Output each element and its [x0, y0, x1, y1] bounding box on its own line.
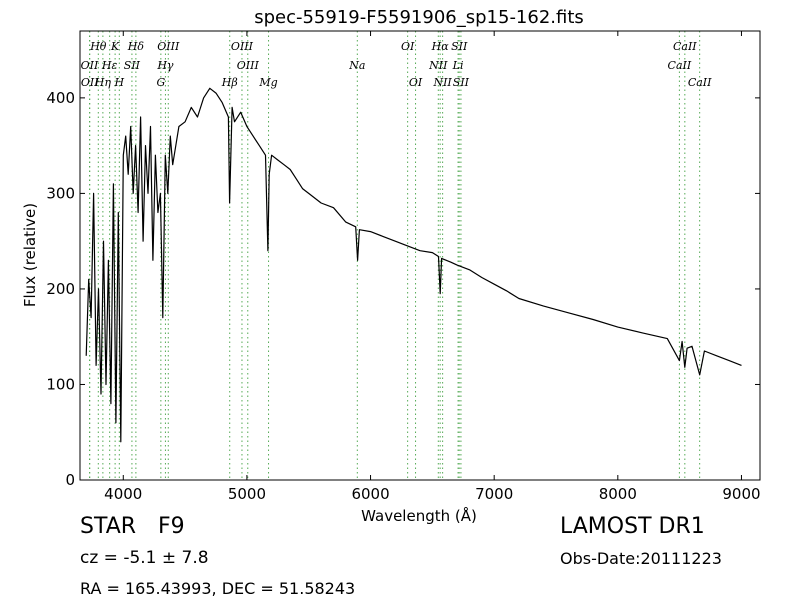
plot-area — [80, 31, 760, 480]
ra-dec-readout: RA = 165.43993, DEC = 51.58243 — [80, 579, 356, 598]
subclass-label: F9 — [158, 514, 185, 539]
line-label: Hθ — [89, 40, 107, 53]
x-tick-label: 7000 — [475, 485, 513, 503]
line-label: Hγ — [156, 59, 174, 72]
line-label: Hε — [101, 59, 118, 72]
x-tick-label: 4000 — [104, 485, 142, 503]
y-axis-label: Flux (relative) — [21, 203, 39, 307]
x-tick-label: 9000 — [722, 485, 760, 503]
x-tick-label: 8000 — [599, 485, 637, 503]
y-tick-label: 400 — [46, 89, 75, 107]
spectrum-line — [85, 87, 742, 443]
class-label: STAR — [80, 514, 137, 539]
line-label: NII — [432, 76, 452, 89]
line-label: NII — [428, 59, 448, 72]
line-label: K — [110, 40, 120, 53]
obs-date: Obs-Date:20111223 — [560, 549, 722, 568]
line-label: Hα — [431, 40, 450, 53]
line-label: Li — [452, 59, 464, 72]
y-tick-label: 300 — [46, 184, 75, 202]
y-tick-label: 200 — [46, 280, 75, 298]
line-label: Hη — [94, 76, 112, 89]
line-label: SII — [453, 76, 470, 89]
line-label: OIII — [237, 59, 260, 72]
line-label: G — [156, 76, 165, 89]
line-label: SII — [451, 40, 468, 53]
y-tick-label: 100 — [46, 375, 75, 393]
line-label: Na — [348, 59, 365, 72]
line-label: H — [114, 76, 125, 89]
x-tick-label: 5000 — [228, 485, 266, 503]
line-label: CaII — [688, 76, 712, 89]
survey-label: LAMOST DR1 — [560, 514, 705, 539]
line-label: OI — [409, 76, 423, 89]
chart-title: spec-55919-F5591906_sp15-162.fits — [254, 7, 584, 28]
redshift-readout: cz = -5.1 ± 7.8 — [80, 548, 209, 568]
line-label: CaII — [673, 40, 697, 53]
line-label: Mg — [258, 76, 277, 89]
x-axis-label: Wavelength (Å) — [361, 506, 477, 525]
line-label: Hδ — [127, 40, 145, 53]
line-label: OI — [401, 40, 415, 53]
line-label: SII — [124, 59, 141, 72]
y-tick-label: 0 — [65, 471, 75, 489]
line-label: Hβ — [221, 76, 238, 89]
line-label: CaII — [668, 59, 692, 72]
line-label: OII — [81, 76, 99, 89]
line-label: OIII — [157, 40, 180, 53]
line-label: OII — [81, 59, 99, 72]
x-tick-label: 6000 — [351, 485, 389, 503]
line-label: OIII — [231, 40, 254, 53]
plot-frame — [79, 30, 761, 481]
